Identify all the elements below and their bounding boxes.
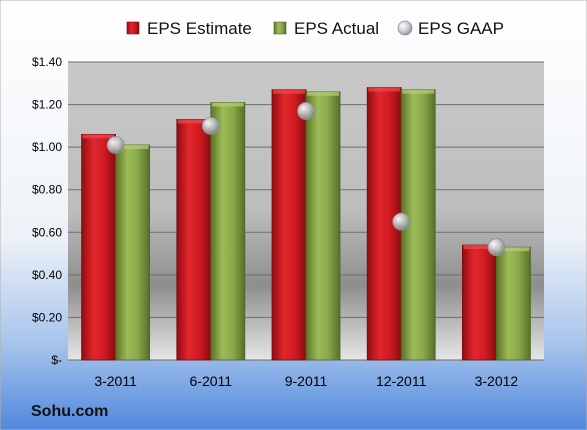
x-tick-label: 3-2011	[94, 373, 137, 389]
estimate-bar-9-2011	[271, 89, 307, 361]
actual-bar-3-2012	[495, 246, 531, 361]
gaap-markers	[106, 102, 506, 257]
x-axis-labels: 3-2011 6-2011 9-2011 12-2011 3-2012	[94, 373, 518, 389]
bar-cap	[273, 89, 305, 94]
bar-cap	[211, 102, 244, 107]
y-tick-label: $0.80	[32, 183, 62, 197]
gaap-marker-3-2012	[487, 238, 506, 257]
bar-cap	[497, 247, 530, 252]
bar-cap	[463, 245, 496, 250]
bar-cap	[177, 119, 210, 124]
x-tick-label: 12-2011	[376, 373, 427, 389]
gaap-marker-9-2011	[297, 102, 315, 120]
y-tick-label: $0.40	[32, 268, 62, 282]
legend: EPS Estimate EPS Actual EPS GAAP	[126, 19, 504, 38]
actual-bar-3-2011	[115, 144, 150, 361]
actual-bar-9-2011	[305, 91, 341, 361]
gaap-marker-6-2011	[201, 116, 220, 135]
legend-swatch-eps-estimate	[126, 21, 140, 35]
y-tick-label: $1.20	[32, 98, 62, 112]
bar-cap	[368, 87, 401, 92]
bar-cap	[116, 145, 149, 150]
legend-label: EPS Estimate	[147, 19, 252, 38]
x-tick-label: 9-2011	[285, 373, 328, 389]
bar-cap	[402, 89, 435, 94]
legend-swatch-eps-gaap	[397, 20, 413, 36]
gaap-marker-12-2011	[392, 212, 411, 231]
y-tick-label: $-	[51, 353, 62, 367]
y-tick-label: $0.20	[32, 310, 62, 324]
y-tick-label: $1.40	[32, 55, 62, 69]
legend-label: EPS GAAP	[418, 19, 504, 38]
source-label: Sohu.com	[31, 403, 108, 420]
y-tick-label: $0.60	[32, 225, 62, 239]
estimate-bar-3-2011	[81, 133, 116, 361]
y-tick-label: $1.00	[32, 140, 62, 154]
estimate-bar-3-2012	[461, 244, 497, 361]
actual-bar-6-2011	[210, 102, 246, 361]
estimate-bar-6-2011	[176, 119, 212, 361]
legend-label: EPS Actual	[294, 19, 379, 38]
x-tick-label: 6-2011	[190, 373, 233, 389]
x-tick-label: 3-2012	[475, 373, 519, 389]
bars	[81, 87, 531, 361]
bar-cap	[82, 134, 115, 139]
bar-cap	[307, 91, 339, 96]
gaap-marker-3-2011	[106, 136, 125, 154]
y-axis-labels: $- $0.20 $0.40 $0.60 $0.80 $1.00 $1.20 $1.40	[32, 55, 62, 367]
legend-swatch-eps-actual	[273, 21, 287, 35]
